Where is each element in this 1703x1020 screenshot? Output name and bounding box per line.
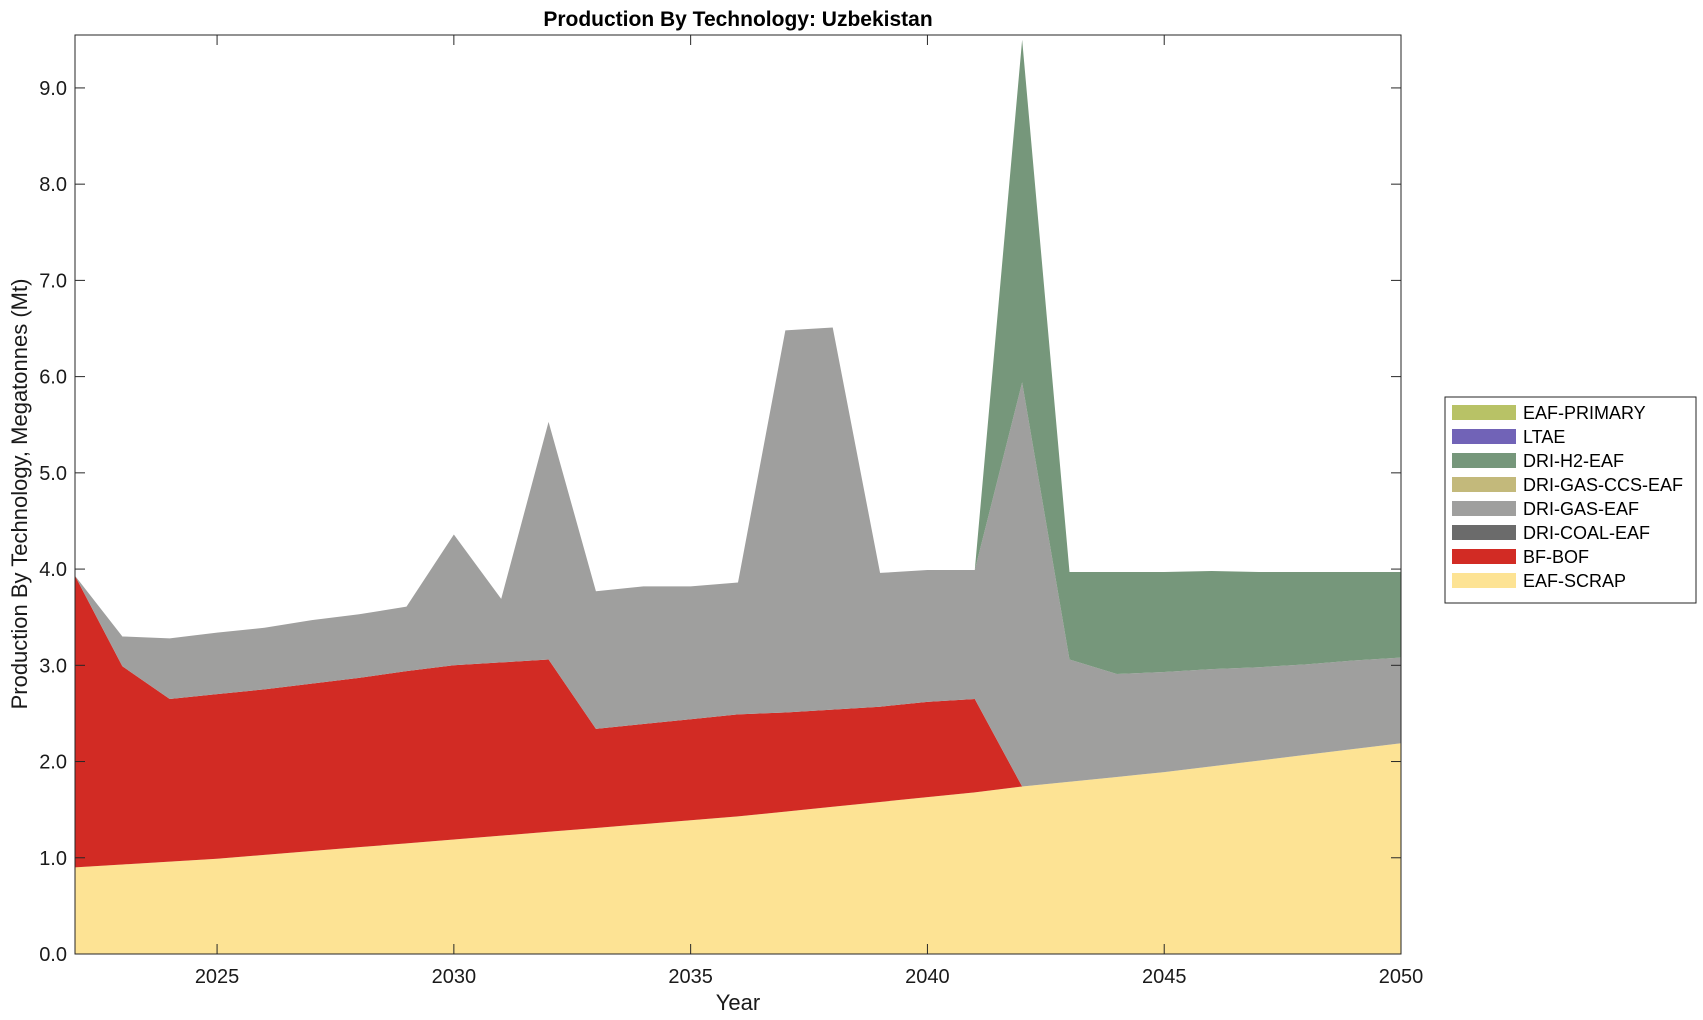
y-tick-label: 3.0: [39, 655, 67, 677]
y-tick-label: 6.0: [39, 367, 67, 389]
x-tick-label: 2045: [1142, 966, 1187, 988]
legend-label-dri-gas-ccs-eaf: DRI-GAS-CCS-EAF: [1523, 475, 1683, 495]
x-tick-label: 2035: [668, 966, 713, 988]
y-tick-label: 0.0: [39, 944, 67, 966]
plot-frame: [74, 34, 1402, 955]
legend-swatch-bf-bof: [1452, 549, 1516, 564]
legend-label-bf-bof: BF-BOF: [1523, 547, 1589, 567]
x-tick-label: 2030: [432, 966, 477, 988]
legend-swatch-eaf-primary: [1452, 405, 1516, 420]
legend-label-dri-coal-eaf: DRI-COAL-EAF: [1523, 523, 1650, 543]
legend-swatch-ltae: [1452, 429, 1516, 444]
legend-label-eaf-scrap: EAF-SCRAP: [1523, 571, 1626, 591]
legend-swatch-eaf-scrap: [1452, 573, 1516, 588]
legend-label-ltae: LTAE: [1523, 427, 1565, 447]
y-tick-label: 7.0: [39, 270, 67, 292]
area-eaf-scrap: [75, 743, 1401, 954]
axis-ticks: 2025 2030 2035 2040 2045 2050 0.0 1.0 2.0 3.0 4.0 5…: [39, 35, 1423, 988]
y-tick-label: 2.0: [39, 752, 67, 774]
legend-swatch-dri-coal-eaf: [1452, 525, 1516, 540]
legend-swatch-dri-gas-ccs-eaf: [1452, 477, 1516, 492]
area-layers: [75, 39, 1401, 954]
x-tick-label: 2040: [905, 966, 950, 988]
x-tick-label: 2050: [1379, 966, 1424, 988]
legend-swatch-dri-h2-eaf: [1452, 453, 1516, 468]
legend-label-eaf-primary: EAF-PRIMARY: [1523, 403, 1646, 423]
legend-label-dri-gas-eaf: DRI-GAS-EAF: [1523, 499, 1639, 519]
chart-title: Production By Technology: Uzbekistan: [543, 8, 932, 31]
legend-label-dri-h2-eaf: DRI-H2-EAF: [1523, 451, 1624, 471]
legend: EAF-PRIMARY LTAE DRI-H2-EAF DRI-GAS-CCS-EAF…: [1444, 396, 1697, 604]
y-tick-label: 5.0: [39, 463, 67, 485]
y-tick-label: 9.0: [39, 78, 67, 100]
x-axis-title: Year: [716, 990, 760, 1015]
legend-swatch-dri-gas-eaf: [1452, 501, 1516, 516]
y-tick-label: 4.0: [39, 559, 67, 581]
y-tick-label: 1.0: [39, 848, 67, 870]
area-bf-bof: [75, 575, 1401, 868]
y-axis-title: Production By Technology, Megatonnes (Mt…: [7, 279, 32, 710]
area-dri-gas-eaf: [75, 327, 1401, 787]
area-dri-h2-eaf: [75, 39, 1401, 674]
x-tick-label: 2025: [195, 966, 240, 988]
y-tick-label: 8.0: [39, 174, 67, 196]
